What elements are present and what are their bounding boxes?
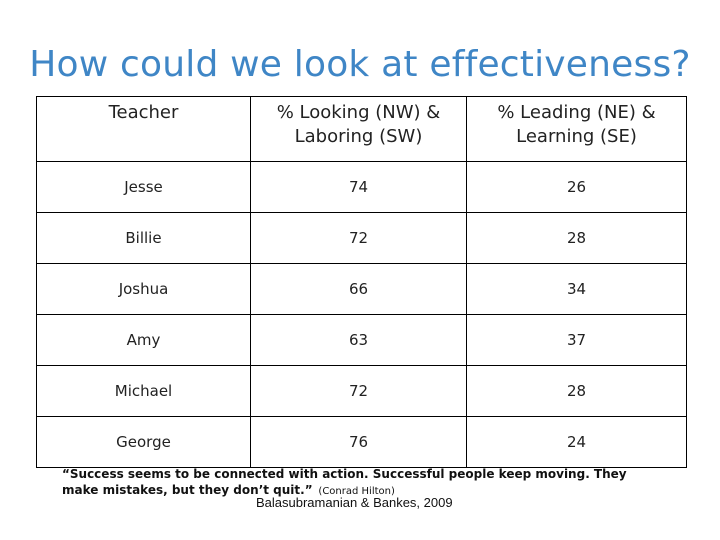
quote-author: (Conrad Hilton) [318,486,395,497]
table-row: Jesse 74 26 [36,161,687,213]
table-row: George 76 24 [36,416,687,468]
table-header-row: Teacher % Looking (NW) & Laboring (SW) %… [36,96,687,162]
looking-laboring-value: 66 [250,263,467,315]
looking-laboring-value: 63 [250,314,467,366]
leading-learning-value: 34 [466,263,687,315]
leading-learning-value: 26 [466,161,687,213]
teacher-name: George [36,416,251,468]
table-row: Michael 72 28 [36,365,687,417]
leading-learning-value: 24 [466,416,687,468]
slide-title: How could we look at effectiveness? [29,44,691,85]
header-looking-laboring: % Looking (NW) & Laboring (SW) [250,96,467,162]
leading-learning-value: 28 [466,212,687,264]
effectiveness-table: Teacher % Looking (NW) & Laboring (SW) %… [36,96,687,468]
leading-learning-value: 28 [466,365,687,417]
citation: Balasubramanian & Bankes, 2009 [256,495,453,510]
table-row: Amy 63 37 [36,314,687,366]
teacher-name: Jesse [36,161,251,213]
quote-text: “Success seems to be connected with acti… [62,467,627,497]
table-row: Joshua 66 34 [36,263,687,315]
looking-laboring-value: 74 [250,161,467,213]
header-leading-learning: % Leading (NE) & Learning (SE) [466,96,687,162]
teacher-name: Amy [36,314,251,366]
looking-laboring-value: 72 [250,365,467,417]
teacher-name: Joshua [36,263,251,315]
header-teacher: Teacher [36,96,251,162]
teacher-name: Billie [36,212,251,264]
leading-learning-value: 37 [466,314,687,366]
quote: “Success seems to be connected with acti… [62,466,662,500]
looking-laboring-value: 76 [250,416,467,468]
table-row: Billie 72 28 [36,212,687,264]
looking-laboring-value: 72 [250,212,467,264]
teacher-name: Michael [36,365,251,417]
